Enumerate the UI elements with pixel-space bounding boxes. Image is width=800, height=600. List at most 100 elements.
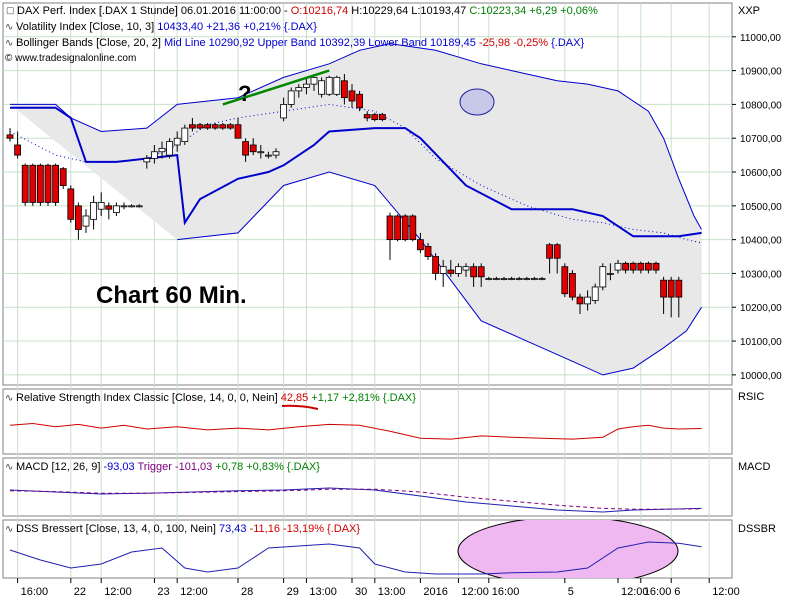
candle-body bbox=[675, 279, 683, 298]
candle-body bbox=[356, 93, 364, 109]
candle-body bbox=[409, 215, 417, 241]
candle bbox=[211, 123, 219, 130]
candle-body bbox=[569, 273, 576, 298]
copyright: © www.tradesignalonline.com bbox=[5, 53, 136, 64]
price-tick-label: 10300,00 bbox=[740, 269, 782, 280]
candle bbox=[6, 128, 14, 142]
macd-trigger: Trigger -101,03 bbox=[135, 461, 213, 473]
svg-text:MACD [12, 26, 9] -93,03 Trigge: MACD [12, 26, 9] -93,03 Trigger -101,03 … bbox=[16, 461, 320, 473]
candle-body bbox=[637, 262, 645, 271]
time-tick-label: 28 bbox=[241, 586, 253, 598]
candle-body bbox=[82, 215, 90, 227]
candle bbox=[29, 163, 37, 206]
candle-body bbox=[531, 278, 538, 280]
candle bbox=[569, 270, 576, 301]
candle bbox=[409, 214, 417, 242]
price-tick-label: 10500,00 bbox=[740, 202, 782, 213]
candle-body bbox=[257, 151, 265, 154]
candlesticks bbox=[6, 73, 683, 318]
price-tick-label: 10200,00 bbox=[740, 303, 782, 314]
candle bbox=[394, 214, 402, 242]
candle bbox=[546, 243, 553, 274]
candle bbox=[318, 77, 326, 98]
price-tick-label: 10800,00 bbox=[740, 100, 782, 111]
macd-trigger-polyline bbox=[9, 488, 702, 510]
candle bbox=[52, 163, 59, 206]
price-tick-label: 10900,00 bbox=[740, 67, 782, 78]
ellipse-marker bbox=[459, 88, 495, 116]
candle bbox=[508, 276, 516, 281]
candle bbox=[242, 138, 250, 162]
candle-body bbox=[105, 205, 113, 210]
candle bbox=[378, 112, 386, 122]
candle-body bbox=[477, 266, 485, 278]
candle-body bbox=[318, 80, 326, 95]
candle-body bbox=[158, 147, 166, 153]
candle-body bbox=[660, 279, 667, 298]
candle bbox=[113, 202, 120, 216]
candle bbox=[264, 151, 272, 159]
candle bbox=[21, 163, 29, 206]
candle-body bbox=[325, 76, 333, 95]
price-axis: 10000,00 10100,00 10200,00 10300,00 10400,00… bbox=[732, 33, 782, 382]
candle-body bbox=[416, 239, 424, 251]
svg-text:DSS Bressert [Close, 13, 4, 0,: DSS Bressert [Close, 13, 4, 0, 100, Nein… bbox=[16, 523, 360, 535]
candle bbox=[432, 253, 440, 281]
candle-body bbox=[470, 266, 478, 278]
candle-body bbox=[310, 76, 318, 85]
candle bbox=[340, 73, 348, 105]
candle bbox=[14, 131, 22, 159]
candle-body bbox=[14, 144, 22, 156]
candle-body bbox=[333, 76, 341, 95]
time-tick-label: 12:00 bbox=[712, 586, 740, 598]
candle-body bbox=[272, 151, 280, 156]
candle-body bbox=[576, 296, 584, 305]
candle-body bbox=[135, 205, 143, 208]
candle-body bbox=[652, 262, 660, 271]
dss-label: DSS Bressert [Close, 13, 4, 0, 100, Nein… bbox=[16, 523, 219, 535]
candle bbox=[226, 123, 234, 130]
time-tick-label: 12:00 bbox=[180, 586, 208, 598]
candle-body bbox=[515, 278, 523, 280]
candle-body bbox=[21, 164, 29, 203]
candle-body bbox=[37, 164, 44, 203]
candle-body bbox=[234, 124, 242, 139]
time-tick-label: 12:00 bbox=[621, 586, 649, 598]
candle-body bbox=[295, 87, 303, 92]
candle-body bbox=[97, 202, 105, 210]
band-area bbox=[10, 43, 702, 375]
candle-body bbox=[508, 278, 516, 280]
candle bbox=[652, 261, 660, 274]
time-tick-label: 22 bbox=[74, 586, 86, 598]
candle-body bbox=[143, 158, 151, 163]
candle-body bbox=[454, 266, 462, 274]
candle-body bbox=[75, 205, 82, 230]
candle-body bbox=[264, 154, 272, 157]
candle bbox=[470, 263, 478, 287]
rsi-line bbox=[9, 422, 702, 440]
dss-polyline bbox=[9, 541, 702, 575]
price-axis-label: XXP bbox=[738, 5, 760, 17]
candle bbox=[287, 87, 295, 108]
candle bbox=[576, 293, 584, 315]
time-tick-label: 30 bbox=[355, 586, 367, 598]
macd-value: -93,03 bbox=[103, 461, 134, 473]
candle-body bbox=[462, 266, 470, 271]
time-tick-label: 16:00 bbox=[492, 586, 520, 598]
candle bbox=[310, 73, 318, 91]
collapse-icon[interactable]: ▢ bbox=[6, 5, 15, 15]
candle-body bbox=[363, 114, 371, 119]
candle bbox=[158, 141, 166, 159]
main-header-name: DAX Perf. Index [.DAX 1 Stunde] 06.01.20… bbox=[17, 5, 291, 17]
candle bbox=[97, 192, 105, 216]
price-tick-label: 10400,00 bbox=[740, 236, 782, 247]
candle-body bbox=[52, 164, 59, 203]
candle-body bbox=[614, 262, 622, 271]
candle-body bbox=[394, 215, 402, 241]
candle bbox=[150, 144, 158, 164]
candle bbox=[173, 131, 181, 152]
candle bbox=[599, 263, 607, 291]
candle-body bbox=[424, 245, 432, 257]
candle bbox=[371, 112, 379, 122]
